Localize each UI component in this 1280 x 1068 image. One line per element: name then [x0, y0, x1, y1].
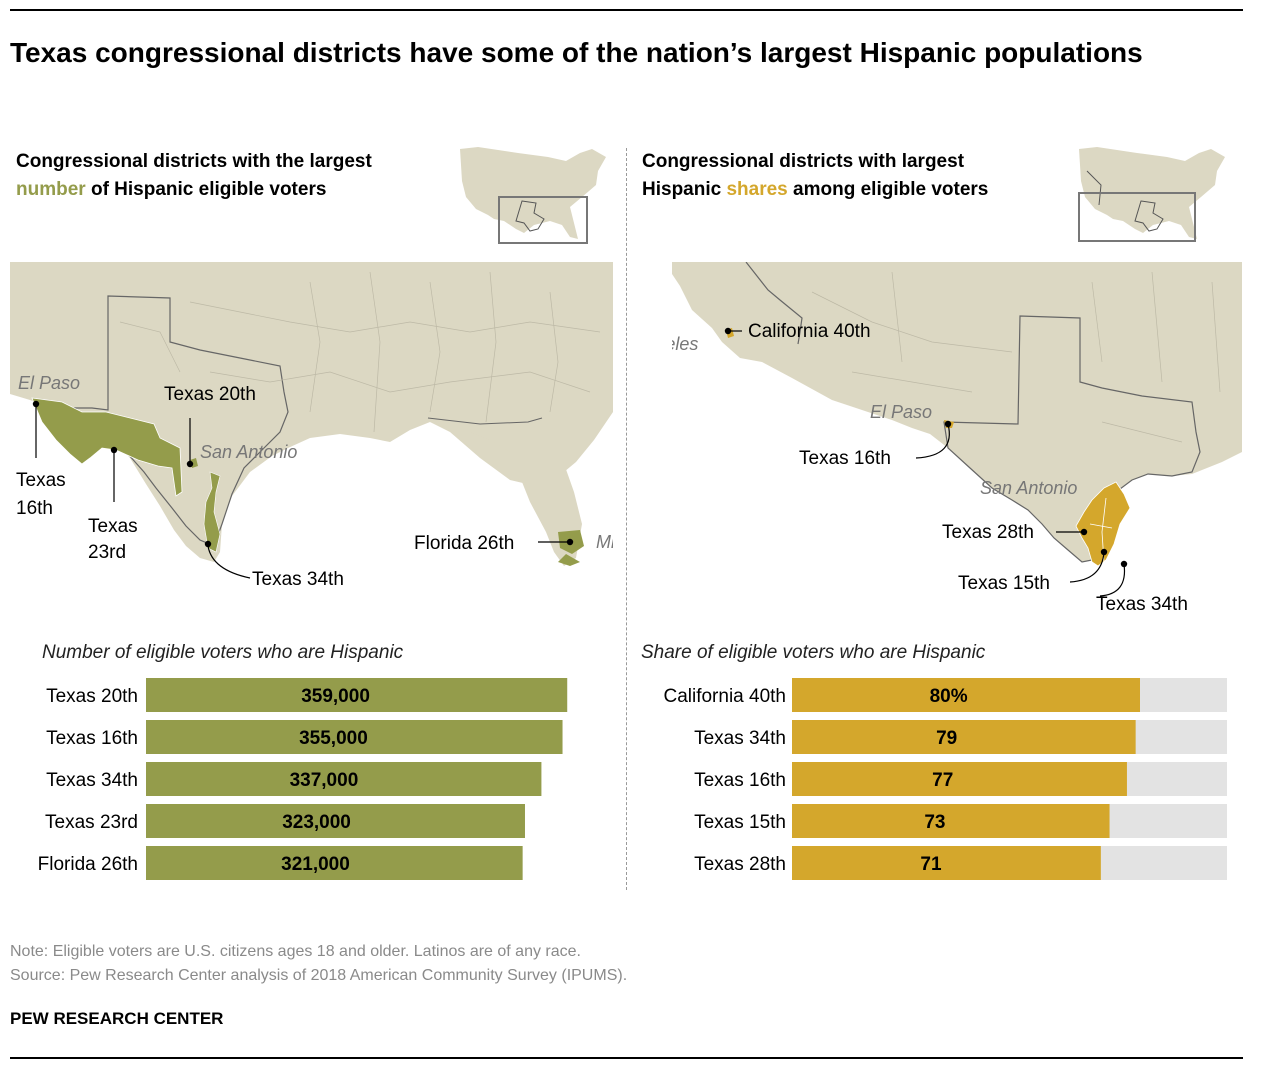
label-texas-28th: Texas 28th: [942, 522, 1034, 543]
footnote-source: Source: Pew Research Center analysis of …: [10, 967, 628, 984]
bar-value-label: 323,000: [282, 812, 351, 833]
bar-category-label: Texas 34th: [46, 770, 138, 791]
bar-value-label: 321,000: [281, 854, 350, 875]
chart-title: Texas congressional districts have some …: [10, 37, 1143, 68]
right-map-annotations: [728, 330, 1126, 597]
bar-value-label: 79: [936, 728, 957, 749]
label-texas-16th-right: Texas 16th: [799, 448, 891, 469]
right-panel-heading: Congressional districts with largest His…: [642, 148, 1072, 204]
bar-value-label: 71: [920, 854, 942, 875]
bar-category-label: California 40th: [663, 686, 786, 707]
left-heading-post: of Hispanic eligible voters: [85, 179, 327, 200]
top-rule: [10, 9, 1243, 11]
bar: [146, 804, 525, 838]
bar-value-label: 337,000: [290, 770, 359, 791]
florida-peninsula: [430, 416, 582, 566]
bar-category-label: Texas 15th: [694, 812, 786, 833]
bar-value-label: 80%: [930, 686, 968, 707]
bar: [792, 804, 1110, 838]
right-heading-line1: Congressional districts with largest: [642, 151, 965, 172]
bar-value-label: 355,000: [299, 728, 368, 749]
right-heading-post: among eligible voters: [787, 179, 989, 200]
city-el-paso-right: El Paso: [870, 402, 932, 422]
bar-category-label: Texas 16th: [46, 728, 138, 749]
city-san-antonio-right: San Antonio: [980, 478, 1077, 498]
bar-category-label: Texas 23rd: [45, 812, 138, 833]
district-texas-16th-23rd: [31, 397, 183, 497]
left-map-land: [10, 262, 613, 562]
right-heading-highlight: shares: [726, 179, 788, 200]
district-texas-34th: [203, 471, 221, 553]
bar: [792, 846, 1101, 880]
left-us-inset-map: [460, 147, 606, 244]
panel-divider: [626, 148, 627, 890]
city-miami: Miami: [596, 532, 613, 552]
right-chart-subtitle: Share of eligible voters who are Hispani…: [641, 642, 986, 663]
left-heading-pre: Congressional districts with the largest: [16, 151, 372, 172]
bar: [146, 762, 542, 796]
bar: [792, 678, 1140, 712]
bar: [792, 762, 1127, 796]
left-map-annotations: [35, 404, 568, 579]
left-heading-highlight: number: [16, 179, 86, 200]
bar-category-label: Texas 28th: [694, 854, 786, 875]
city-el-paso-left: El Paso: [18, 373, 80, 393]
left-chart-subtitle: Number of eligible voters who are Hispan…: [42, 642, 404, 663]
bar-value-label: 359,000: [301, 686, 370, 707]
brand-logo-text: PEW RESEARCH CENTER: [10, 1009, 224, 1028]
bar: [146, 846, 523, 880]
label-texas-34th-right: Texas 34th: [1096, 594, 1188, 614]
label-texas-20th-left: Texas 20th: [164, 384, 256, 405]
label-texas-34th-left: Texas 34th: [252, 569, 344, 590]
bar-category-label: Texas 16th: [694, 770, 786, 791]
bar-category-label: Texas 34th: [694, 728, 786, 749]
bar-category-label: Florida 26th: [38, 854, 138, 875]
bar: [146, 678, 568, 712]
bar-category-label: Texas 20th: [46, 686, 138, 707]
left-map: El Paso San Antonio Miami Texas 20th Tex…: [10, 262, 613, 590]
right-us-inset-map: [1078, 147, 1225, 242]
right-heading-line2: Hispanic shares among eligible voters: [642, 176, 1072, 204]
label-texas-23rd-a: Texas: [88, 516, 138, 537]
right-heading-pre: Hispanic: [642, 179, 727, 200]
bar-value-label: 77: [932, 770, 953, 791]
right-map-land: [672, 262, 1242, 562]
bar: [792, 720, 1136, 754]
city-san-antonio-left: San Antonio: [200, 442, 297, 462]
right-map: Los Angeles California 40th El Paso Texa…: [672, 262, 1242, 614]
city-los-angeles: Los Angeles: [672, 334, 698, 354]
left-bar-chart: Texas 20th 359,000 Texas 16th 355,000 Texas …: [38, 678, 568, 880]
label-florida-26th: Florida 26th: [414, 533, 514, 554]
label-texas-16th-left-b: 16th: [16, 498, 53, 519]
bar-value-label: 73: [924, 812, 945, 833]
right-bar-chart: California 40th 80% Texas 34th 79 Texas 16th…: [663, 678, 1227, 880]
label-texas-15th: Texas 15th: [958, 573, 1050, 594]
left-panel-heading: Congressional districts with the largest…: [16, 148, 436, 204]
california-outline: [745, 262, 803, 345]
label-texas-16th-left-a: Texas: [16, 470, 66, 491]
bar: [146, 720, 563, 754]
bottom-rule: [10, 1057, 1243, 1059]
label-california-40th: California 40th: [748, 321, 871, 342]
label-texas-23rd-b: 23rd: [88, 542, 126, 563]
footnote-note: Note: Eligible voters are U.S. citizens …: [10, 943, 581, 960]
